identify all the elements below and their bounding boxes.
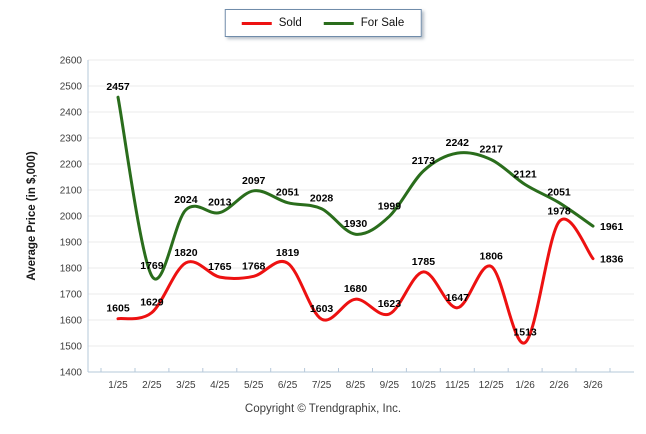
x-tick-label: 10/25 xyxy=(411,380,436,391)
sold-data-label: 1768 xyxy=(242,260,266,272)
sold-data-label: 1820 xyxy=(174,247,198,259)
for-sale-data-label: 2097 xyxy=(242,175,266,187)
for-sale-series-line xyxy=(116,95,595,281)
for-sale-data-label: 2173 xyxy=(412,155,436,167)
y-tick-label: 2200 xyxy=(60,160,83,171)
sold-data-label: 1836 xyxy=(600,254,624,266)
x-tick-label: 12/25 xyxy=(479,380,504,391)
for-sale-data-label: 2217 xyxy=(480,144,504,156)
chart-legend: Sold For Sale xyxy=(224,9,422,37)
y-tick-label: 1400 xyxy=(60,368,83,379)
sold-data-label: 1513 xyxy=(513,327,537,339)
for-sale-data-label: 2013 xyxy=(208,197,232,209)
x-tick-label: 11/25 xyxy=(445,380,470,391)
y-axis-title: Average Price (in $,000) xyxy=(26,151,38,281)
sold-data-label: 1603 xyxy=(310,303,334,315)
sold-data-label: 1819 xyxy=(276,247,300,259)
for-sale-data-label: 1769 xyxy=(140,260,164,272)
y-tick-label: 1900 xyxy=(60,238,83,249)
legend-item-for-sale: For Sale xyxy=(323,17,405,29)
for-sale-data-label: 2457 xyxy=(106,81,130,93)
x-tick-label: 9/25 xyxy=(380,380,400,391)
for-sale-data-label: 2051 xyxy=(547,187,571,199)
x-tick-label: 5/25 xyxy=(244,380,264,391)
for-sale-data-label: 1999 xyxy=(378,200,402,212)
y-tick-label: 1700 xyxy=(60,290,83,301)
legend-label-sold: Sold xyxy=(278,17,302,29)
for-sale-data-label: 1930 xyxy=(344,218,368,230)
sold-data-label: 1680 xyxy=(344,283,368,295)
x-tick-label: 2/26 xyxy=(549,380,569,391)
x-tick-label: 6/25 xyxy=(278,380,298,391)
x-tick-label: 3/26 xyxy=(583,380,603,391)
sold-data-label: 1629 xyxy=(140,297,164,309)
sold-line-swatch xyxy=(241,21,272,25)
legend-item-sold: Sold xyxy=(241,17,302,29)
sold-data-label: 1785 xyxy=(412,256,436,268)
y-tick-label: 1500 xyxy=(60,342,83,353)
for-sale-data-label: 1961 xyxy=(600,221,624,233)
sold-data-label: 1605 xyxy=(106,303,130,315)
copyright-text: Copyright © Trendgraphix, Inc. xyxy=(244,403,402,415)
x-tick-label: 7/25 xyxy=(312,380,332,391)
for-sale-data-label: 2051 xyxy=(276,187,300,199)
sold-data-label: 1806 xyxy=(480,250,504,262)
y-tick-label: 2600 xyxy=(60,56,83,67)
sold-data-label: 1647 xyxy=(446,292,470,304)
x-tick-label: 1/25 xyxy=(108,380,128,391)
x-tick-label: 2/25 xyxy=(142,380,162,391)
for-sale-data-label: 2028 xyxy=(310,193,334,205)
y-tick-label: 1600 xyxy=(60,316,83,327)
y-tick-label: 2100 xyxy=(60,186,83,197)
x-tick-label: 1/26 xyxy=(515,380,535,391)
y-tick-label: 2400 xyxy=(60,108,83,119)
y-tick-label: 2000 xyxy=(60,212,83,223)
for-sale-data-label: 2024 xyxy=(174,194,198,206)
x-tick-label: 8/25 xyxy=(346,380,366,391)
legend-label-for-sale: For Sale xyxy=(360,17,405,29)
sold-series-line xyxy=(116,217,595,345)
x-tick-label: 4/25 xyxy=(210,380,230,391)
sold-data-label: 1623 xyxy=(378,298,402,310)
sold-data-label: 1765 xyxy=(208,261,232,273)
for-sale-data-label: 2242 xyxy=(446,137,470,149)
for-sale-data-label: 2121 xyxy=(513,169,537,181)
x-tick-label: 3/25 xyxy=(176,380,196,391)
sold-data-label: 1978 xyxy=(547,206,571,218)
y-tick-label: 1800 xyxy=(60,264,83,275)
for-sale-line-swatch xyxy=(323,21,354,25)
y-tick-label: 2500 xyxy=(60,82,83,93)
y-tick-label: 2300 xyxy=(60,134,83,145)
